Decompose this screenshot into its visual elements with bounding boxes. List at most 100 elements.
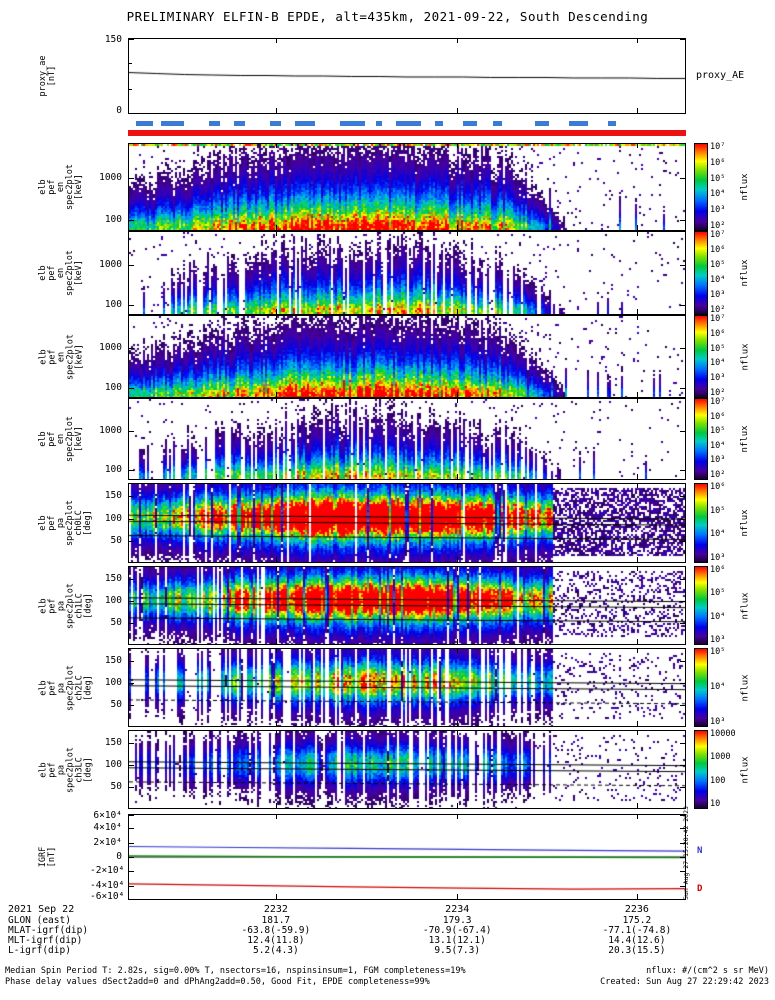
pa-spec-ch2LC-ytick-mark (680, 661, 685, 663)
en-spec-2-ytick-mark (680, 264, 685, 266)
coord-row-value: 12.4(11.8) (247, 935, 305, 946)
en-spec-2-xtick-mark (457, 309, 459, 314)
flag-blue-segment (208, 121, 221, 126)
coord-row-label: L-igrf(dip) (8, 945, 71, 956)
flag-blue-segment (462, 121, 477, 126)
en-spec-2-xtick-mark (275, 309, 277, 314)
pa-spec-ch1LC-xtick-mark (457, 567, 459, 571)
pa-spec-ch0LC-colorbar-label: 10³ (710, 553, 726, 563)
flag-blue-segment (340, 121, 366, 126)
en-spec-1-canvas (129, 144, 685, 230)
coord-row-value: -70.9(-67.4) (422, 925, 492, 936)
footer-note-line2: Phase delay values dSect2add=0 and dPhAn… (5, 977, 430, 987)
igrf-ytick-mark (129, 815, 134, 816)
pa-spec-ch2LC-xtick-mark (457, 721, 459, 726)
pa-spec-ch0LC-ytick-label: 150 (104, 490, 122, 502)
igrf-xtick-mark (457, 815, 459, 819)
pa-spec-ch0LC-xtick-mark (457, 484, 459, 488)
igrf-ytick-label: -6×10⁴ (90, 891, 125, 902)
flag-blue-segment (376, 121, 382, 126)
proxy-ae-ylabel-word: [nT] (47, 65, 57, 87)
en-spec-4-canvas (129, 399, 685, 479)
pa-spec-ch3LC-xtick-mark (457, 803, 459, 808)
pa-spec-ch1LC-ytick-mark (680, 601, 685, 603)
pa-spec-ch1LC-xtick-mark (275, 567, 277, 571)
en-spec-1-ytick-label: 100 (104, 214, 122, 225)
en-spec-1-colorbar-label: 10⁶ (710, 157, 726, 168)
igrf-plot-area (128, 814, 686, 900)
en-spec-3-ytick-mark (680, 348, 685, 350)
proxy-ae-minor-ytick-mark (129, 63, 132, 65)
pa-spec-ch2LC-ytick-mark (680, 705, 685, 707)
pa-spec-ch1LC-ytick-mark (680, 579, 685, 581)
proxy-ae-plot-area (128, 38, 686, 114)
pa-spec-ch3LC-canvas (129, 731, 685, 808)
en-spec-2-ytick-label: 100 (104, 298, 122, 310)
en-spec-2-colorbar-label: 10⁷ (710, 230, 726, 240)
pa-spec-ch1LC-ytick-mark (680, 623, 685, 625)
pa-spec-ch0LC-ytick-label: 50 (110, 534, 122, 546)
pa-spec-ch1LC-ytick-mark (129, 579, 134, 581)
pa-spec-ch0LC-xtick-mark (275, 484, 277, 488)
pa-spec-ch2LC-ytick-label: 150 (104, 655, 122, 667)
en-spec-1-ytick-mark (680, 178, 685, 180)
coord-row-label: MLT-igrf(dip) (8, 935, 83, 946)
igrf-ytick-mark (680, 871, 685, 873)
en-spec-1-colorbar-label: 10³ (710, 205, 726, 216)
figure-title: PRELIMINARY ELFIN-B EPDE, alt=435km, 202… (126, 9, 649, 24)
igrf-xtick-mark (457, 894, 459, 899)
pa-spec-ch0LC-colorbar-label: 10⁶ (710, 482, 726, 492)
en-spec-2-plot-area (128, 231, 686, 315)
pa-spec-ch0LC-xtick-mark (636, 484, 638, 488)
pa-spec-ch0LC-colorbar-label: 10⁴ (710, 529, 726, 540)
en-spec-2-ytick-mark (129, 264, 134, 266)
igrf-xtick-mark (636, 815, 638, 819)
igrf-ytick-mark (680, 828, 685, 830)
en-spec-2-colorbar-label: 10⁵ (710, 260, 726, 270)
coord-row-value: -63.8(-59.9) (241, 925, 311, 936)
en-spec-2-canvas (129, 232, 685, 314)
coord-row-value: 181.7 (261, 915, 291, 926)
pa-spec-ch1LC-xtick-mark (457, 639, 459, 644)
en-spec-1-colorbar-title: nflux (740, 173, 750, 201)
en-spec-1-colorbar-label: 10⁴ (710, 189, 726, 200)
en-spec-4-colorbar-label: 10⁴ (710, 440, 726, 451)
en-spec-3-canvas (129, 316, 685, 397)
en-spec-4-colorbar (694, 398, 708, 480)
pa-spec-ch0LC-colorbar (694, 483, 708, 563)
pa-spec-ch2LC-colorbar-label: 10⁴ (710, 682, 726, 692)
pa-spec-ch3LC-ytick-label: 50 (110, 781, 122, 793)
en-spec-1-ytick-mark (680, 220, 685, 221)
en-spec-1-colorbar-label: 10² (710, 221, 726, 231)
pa-spec-ch0LC-ytick-mark (680, 496, 685, 498)
coord-row-value: 175.2 (622, 915, 652, 926)
pa-spec-ch2LC-colorbar-label: 10³ (710, 717, 726, 727)
plot-side-timestamp: Sun Aug 27 15:28:42 2023 (682, 806, 690, 900)
pa-spec-ch1LC-xtick-mark (636, 639, 638, 644)
proxy-ae-right-label: proxy_AE (696, 70, 745, 81)
igrf-ytick-mark (680, 885, 685, 887)
en-spec-4-colorbar-label: 10⁵ (710, 426, 726, 437)
pa-spec-ch0LC-ytick-label: 100 (104, 512, 122, 524)
pa-spec-ch0LC-ytick-mark (680, 518, 685, 520)
en-spec-1-xtick-mark (275, 144, 277, 148)
proxy-ae-ytick-label: 150 (104, 34, 122, 45)
en-spec-2-xtick-mark (457, 232, 459, 236)
en-spec-4-colorbar-label: 10² (710, 470, 726, 480)
flag-blue-segment (136, 121, 154, 126)
xaxis-tick-label: 2234 (445, 904, 470, 915)
igrf-ytick-mark (129, 899, 134, 900)
flag-blue-segment (295, 121, 315, 126)
pa-spec-ch0LC-ytick-mark (129, 496, 134, 498)
pa-spec-ch0LC-ytick-mark (129, 540, 134, 542)
proxy-ae-xtick-mark (275, 108, 277, 113)
pa-spec-ch3LC-ytick-mark (129, 743, 134, 745)
en-spec-4-colorbar-title: nflux (740, 425, 750, 453)
proxy-ae-xtick-mark (275, 39, 277, 43)
igrf-ytick-label: 0 (116, 851, 122, 862)
en-spec-4-xtick-mark (636, 399, 638, 403)
proxy-ae-ytick-mark (129, 113, 134, 114)
coord-row-value: 20.3(15.5) (608, 945, 666, 956)
igrf-ytick-mark (129, 871, 134, 873)
en-spec-4-xtick-mark (457, 399, 459, 403)
